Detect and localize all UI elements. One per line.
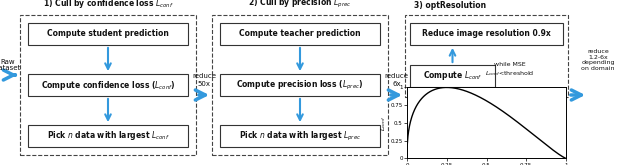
Bar [220, 125, 380, 147]
Y-axis label: $L_{conf}$: $L_{conf}$ [379, 115, 388, 131]
Text: 1) Cull by confidence loss $L_{conf}$: 1) Cull by confidence loss $L_{conf}$ [42, 0, 173, 10]
Text: Compute confidence loss ($L_{conf}$): Compute confidence loss ($L_{conf}$) [41, 79, 175, 92]
Text: reduce
1.2-6x
depending
on domain: reduce 1.2-6x depending on domain [581, 49, 615, 71]
Text: reduce
6x: reduce 6x [385, 73, 408, 86]
Text: 3) optResolution: 3) optResolution [414, 1, 486, 10]
Text: Pick $n$ data with largest $L_{prec}$: Pick $n$ data with largest $L_{prec}$ [239, 130, 361, 143]
Bar [28, 74, 188, 96]
Text: reduce
50x: reduce 50x [192, 73, 216, 86]
Bar [405, 15, 568, 97]
Text: Reduce image resolution 0.9x: Reduce image resolution 0.9x [422, 30, 551, 38]
Bar [410, 23, 563, 45]
Bar [220, 23, 380, 45]
Bar [28, 23, 188, 45]
Bar [212, 15, 388, 155]
Text: Compute student prediction: Compute student prediction [47, 30, 169, 38]
Bar [220, 74, 380, 96]
Text: 2) Cull by precision $L_{prec}$: 2) Cull by precision $L_{prec}$ [248, 0, 352, 10]
Text: while MSE
$L_{conf}$<threshold: while MSE $L_{conf}$<threshold [485, 62, 534, 78]
Text: Raw
dataset: Raw dataset [0, 59, 21, 71]
Bar [410, 65, 495, 87]
Bar [28, 125, 188, 147]
Text: Compute precision loss ($L_{prec}$): Compute precision loss ($L_{prec}$) [236, 78, 364, 92]
Text: Pick $n$ data with largest $L_{conf}$: Pick $n$ data with largest $L_{conf}$ [47, 130, 170, 143]
Text: Compute $L_{conf}$: Compute $L_{conf}$ [423, 69, 483, 82]
Text: Compute teacher prediction: Compute teacher prediction [239, 30, 361, 38]
Bar [20, 15, 196, 155]
